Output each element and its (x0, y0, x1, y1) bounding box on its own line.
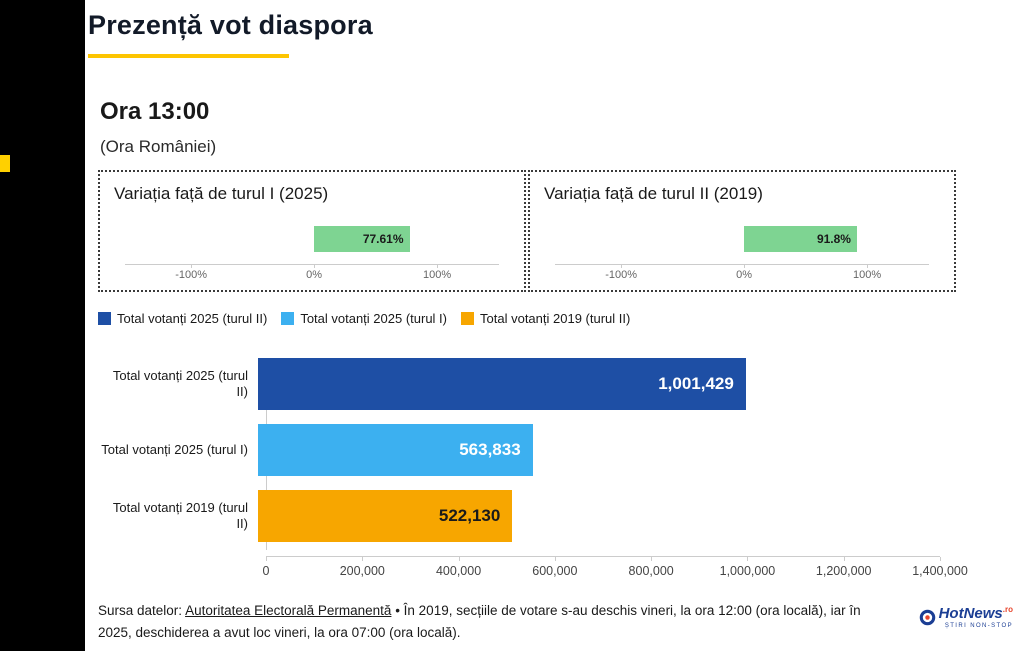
legend-item-2025-turul1: Total votanți 2025 (turul I) (281, 311, 447, 326)
legend-swatch (461, 312, 475, 325)
variation-panel-title: Variația față de turul I (2025) (114, 184, 329, 203)
legend-swatch (281, 312, 295, 325)
x-axis-tick-label: 200,000 (339, 564, 385, 578)
bar-track: 563,833 (258, 424, 940, 476)
mini-axis-tick-label: 0% (306, 269, 323, 281)
legend-swatch (98, 312, 111, 325)
x-axis-tick (843, 557, 845, 561)
time-subtitle: (Ora României) (100, 137, 217, 156)
hotnews-tld: .ro (1002, 605, 1013, 614)
legend-item-2025-turul2: Total votanți 2025 (turul II) (98, 311, 267, 326)
mini-axis-tick (314, 264, 316, 268)
mini-axis-tick (437, 264, 439, 268)
x-axis-tick-label: 0 (262, 564, 270, 578)
bar-row-label: Total votanți 2019 (turul II) (112, 500, 248, 531)
yellow-accent-marker (0, 155, 10, 172)
variation-bar-value: 91.8% (816, 232, 851, 246)
mini-axis-tick (867, 264, 869, 268)
x-axis-tick-label: 400,000 (435, 564, 482, 578)
mini-axis-tick-label: -100% (175, 269, 208, 281)
time-heading: Ora 13:00 (100, 98, 210, 125)
bar-row-label: Total votanți 2025 (turul II) (112, 368, 248, 399)
x-axis-tick-label: 1,200,000 (815, 564, 872, 578)
bar-row: Total votanți 2025 (turul II) 1,001,429 (98, 358, 940, 410)
mini-positive-region: 91.8% (744, 226, 867, 252)
mini-axis-tick-label: -100% (605, 269, 638, 281)
title-underline (88, 54, 289, 58)
bar-row-label: Total votanți 2025 (turul I) (101, 442, 248, 458)
mini-positive-region: 77.61% (314, 226, 437, 252)
mini-axis-tick-label: 100% (423, 269, 452, 281)
page-title: Prezență vot diaspora (88, 10, 373, 40)
mini-axis-line (555, 264, 929, 265)
variation-panels: Variația față de turul I (2025) -100% 0%… (98, 170, 956, 292)
left-black-bar (0, 0, 85, 651)
bar-total-2019-turul2: 522,130 (258, 490, 513, 542)
x-axis: 0 200,000 400,000 600,000 800,000 1,000,… (262, 556, 968, 580)
variation-panel-title: Variația față de turul II (2019) (544, 184, 763, 203)
x-axis-tick (940, 557, 941, 561)
mini-axis-tick-label: 0% (736, 269, 753, 281)
x-axis-tick-label: 800,000 (628, 564, 674, 578)
bar-value-label: 563,833 (459, 440, 521, 459)
legend-label: Total votanți 2025 (turul II) (117, 311, 268, 326)
hotnews-wordmark: HotNews.ro (938, 605, 1013, 622)
bar-value-label: 522,130 (438, 506, 501, 525)
hotnews-wordmark-block: HotNews.ro ȘTIRI NON-STOP (938, 605, 1013, 630)
variation-bar-value: 77.61% (362, 232, 404, 246)
mini-axis-tick (621, 264, 623, 268)
hotnews-icon (919, 609, 935, 626)
hotnews-tagline: ȘTIRI NON-STOP (944, 623, 1013, 629)
variation-panel-turul-1-2025: Variația față de turul I (2025) -100% 0%… (98, 170, 526, 292)
bar-track: 1,001,429 (258, 358, 940, 410)
source-note: Sursa datelor: Autoritatea Electorală Pe… (98, 600, 898, 643)
x-axis-tick (362, 557, 364, 561)
legend-label: Total votanți 2019 (turul II) (480, 311, 631, 326)
x-axis-tick (747, 557, 749, 561)
legend-label: Total votanți 2025 (turul I) (300, 311, 448, 326)
mini-axis-tick (744, 264, 746, 268)
bar-total-2025-turul1: 563,833 (258, 424, 533, 476)
legend-item-2019-turul2: Total votanți 2019 (turul II) (461, 311, 630, 326)
x-axis-tick (266, 557, 267, 561)
hotnews-logo[interactable]: HotNews.ro ȘTIRI NON-STOP (919, 606, 1013, 629)
bar-chart: Total votanți 2025 (turul II) 1,001,429 … (98, 358, 968, 580)
x-axis-tick-label: 1,000,000 (719, 564, 776, 578)
bar-track: 522,130 (258, 490, 940, 542)
bar-row: Total votanți 2025 (turul I) 563,833 (98, 424, 940, 476)
variation-bar: 77.61% (314, 226, 410, 252)
x-axis-tick (651, 557, 653, 561)
legend: Total votanți 2025 (turul II) Total vota… (98, 311, 1023, 326)
mini-axis-tick-label: 100% (853, 269, 882, 281)
bar-total-2025-turul2: 1,001,429 (258, 358, 746, 410)
content-area: Prezență vot diaspora Ora 13:00 (Ora Rom… (85, 0, 1023, 651)
x-axis-tick (458, 557, 460, 561)
source-rest: • În 2019, secțiile de votare s-au desch… (98, 603, 861, 640)
variation-bar: 91.8% (744, 226, 857, 252)
bar-value-label: 1,001,429 (658, 374, 734, 393)
bar-row: Total votanți 2019 (turul II) 522,130 (98, 490, 940, 542)
source-link[interactable]: Autoritatea Electorală Permanentă (185, 603, 392, 618)
variation-panel-turul-2-2019: Variația față de turul II (2019) -100% 0… (528, 170, 956, 292)
x-axis-tick-label: 600,000 (532, 564, 578, 578)
mini-axis-line (125, 264, 499, 265)
source-prefix: Sursa datelor: (98, 603, 186, 618)
mini-axis-tick (191, 264, 193, 268)
x-axis-tick (554, 557, 556, 561)
x-axis-tick-label: 1,400,000 (912, 564, 968, 578)
hotnews-name: HotNews (938, 605, 1003, 622)
